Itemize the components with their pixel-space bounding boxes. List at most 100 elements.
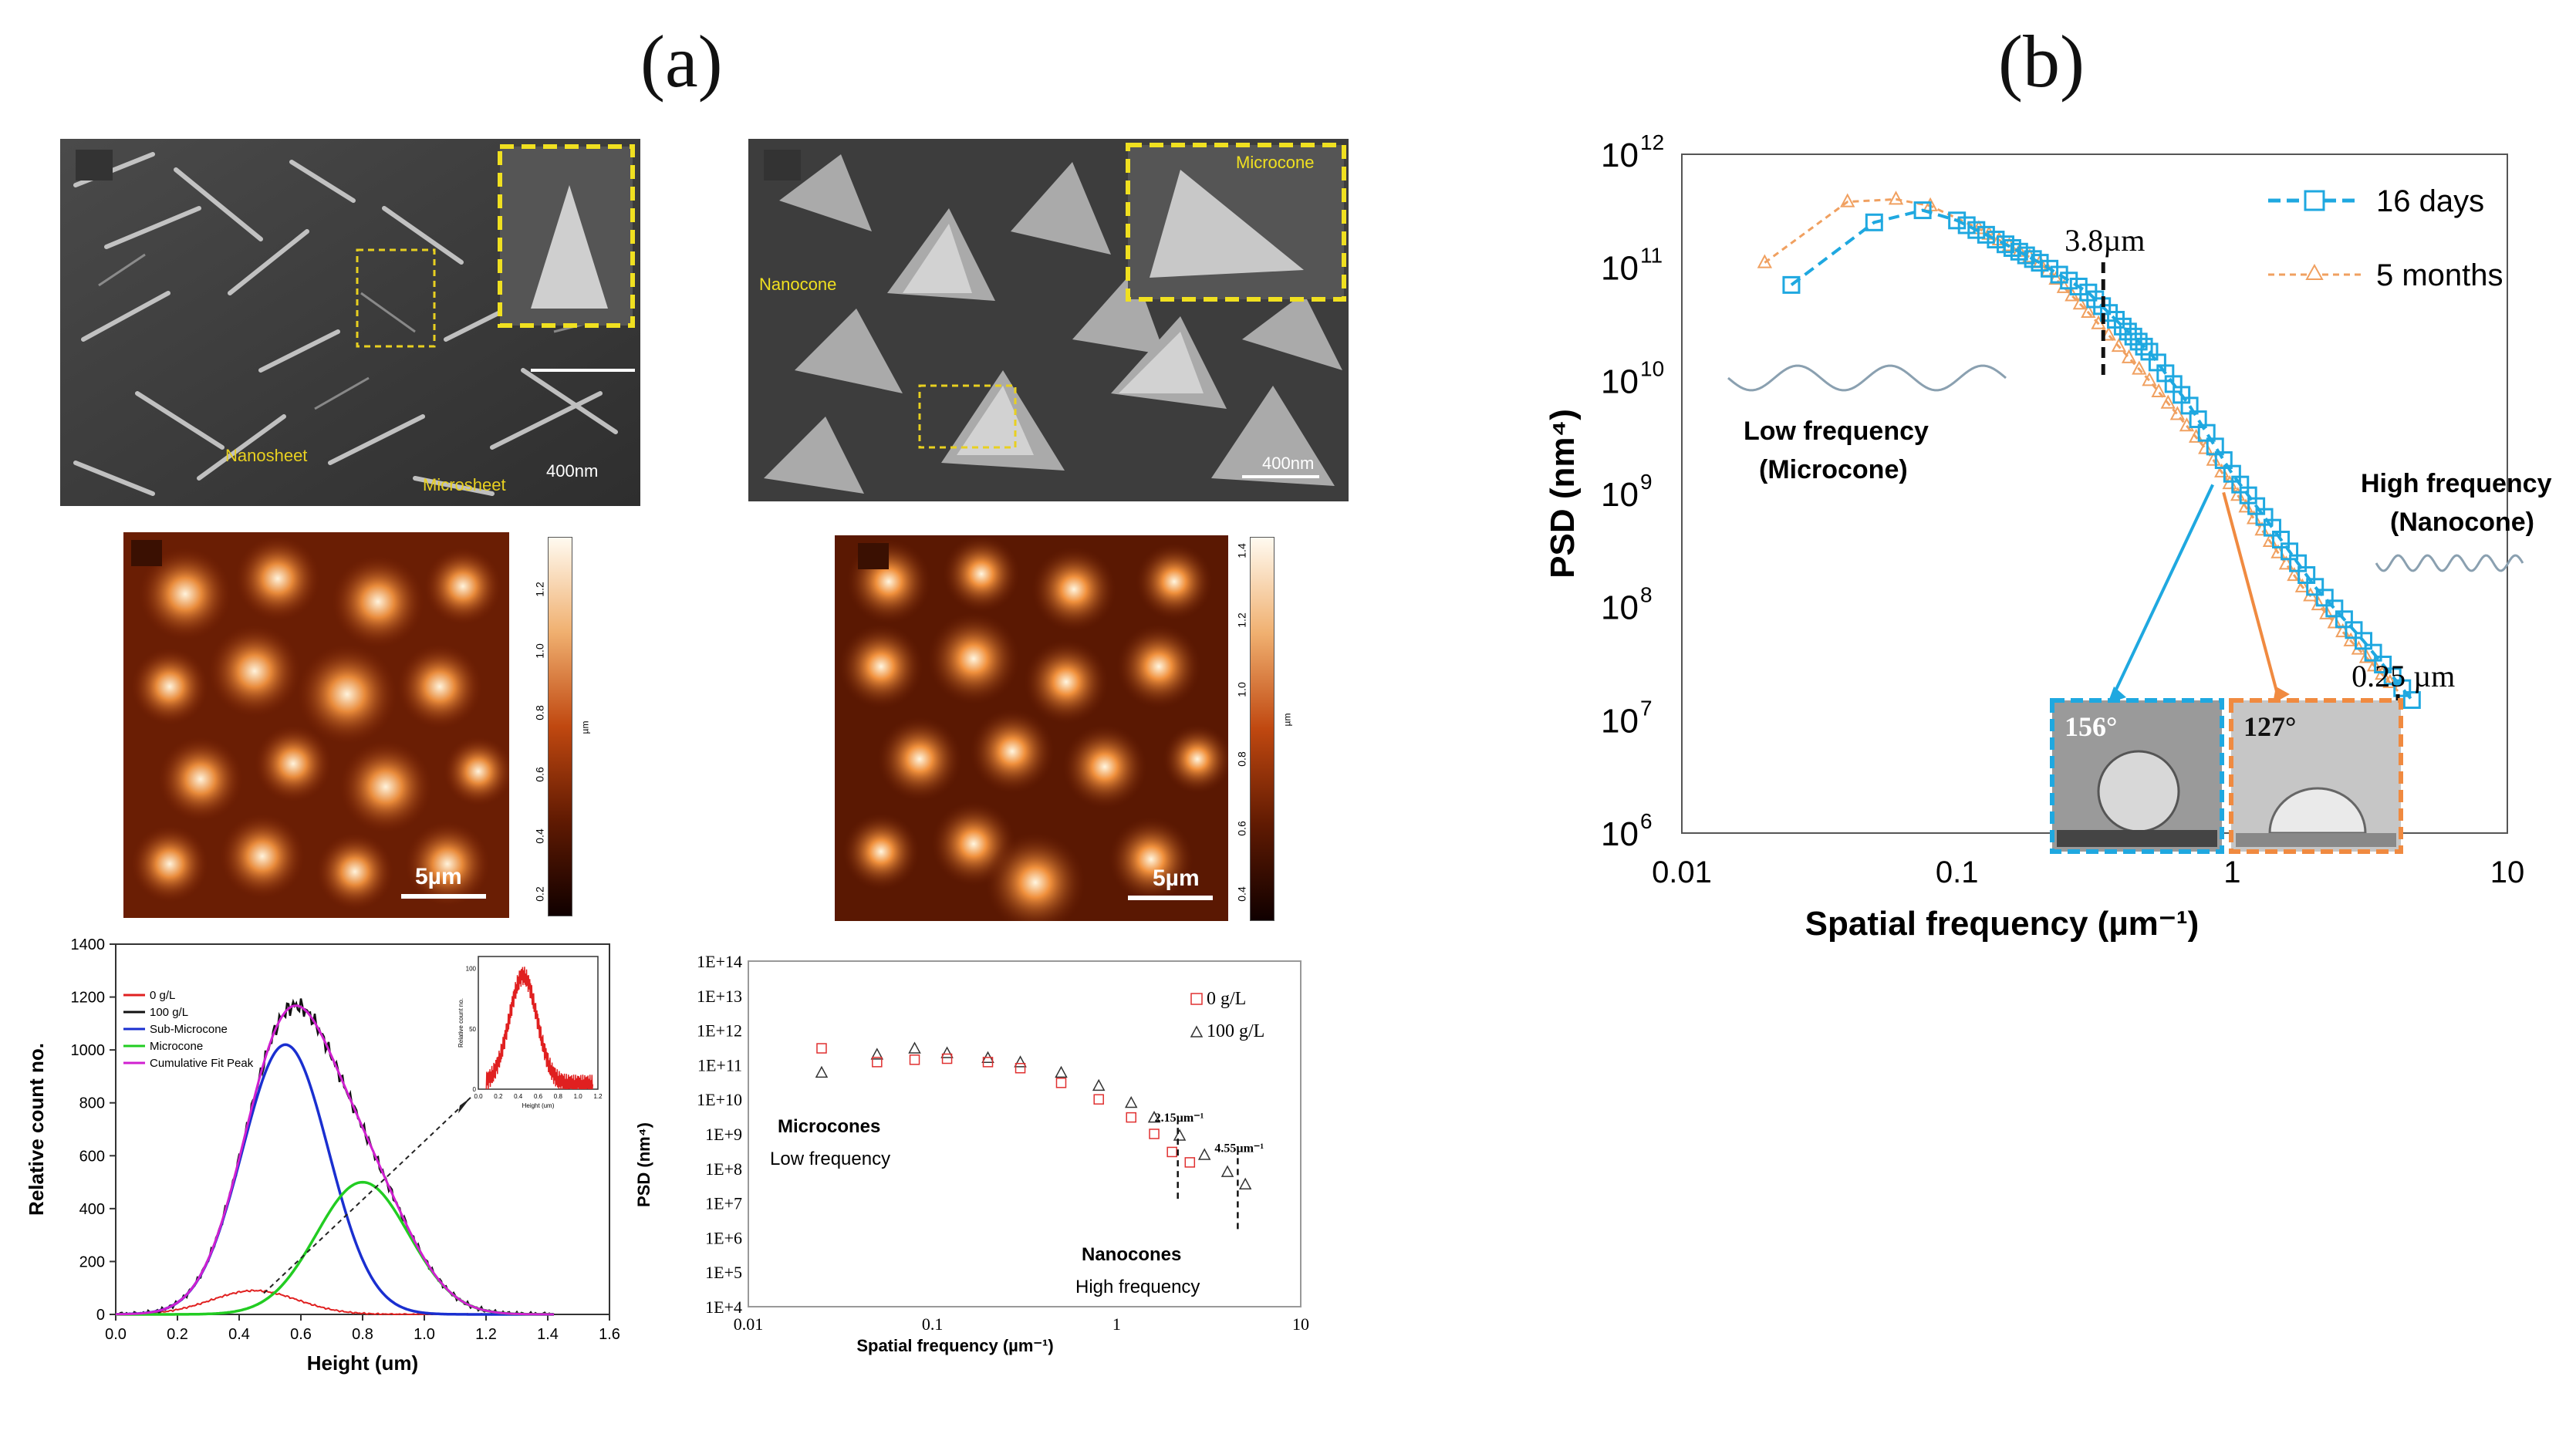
annotation-microcones: Microcones [778, 1116, 880, 1137]
point-16days [2129, 332, 2148, 351]
x-tick-label: 0.01 [734, 1314, 764, 1334]
point-5months [2343, 632, 2358, 646]
point-5months [2121, 349, 2137, 363]
inset-y-tick: 50 [469, 1026, 476, 1033]
y-tick-exponent: 8 [1640, 583, 1653, 607]
afm1-scale-label: 5µm [415, 864, 462, 889]
sem-image-nanosheet: Nanosheet Microsheet 400nm [60, 139, 640, 506]
point-100gl [1220, 1165, 1234, 1177]
inset-x-tick: 0.4 [514, 1093, 523, 1100]
afm2-colorbar [1250, 537, 1274, 921]
point-5months [2081, 303, 2096, 319]
y-tick-label: 1400 [71, 936, 106, 953]
y-tick-label: 1E+11 [697, 1055, 742, 1075]
point-0gl [1126, 1112, 1136, 1123]
series-cumulative-fit-line [116, 1004, 554, 1316]
series-5months-line [1764, 197, 2399, 692]
legend-label: Cumulative Fit Peak [150, 1057, 254, 1070]
point-5months [1840, 193, 1855, 207]
sem2-scale-label: 400nm [1262, 454, 1315, 473]
y-tick-label: 1E+6 [705, 1228, 742, 1247]
y-tick-label: 1E+10 [697, 1090, 742, 1109]
droplet-127-surface [2236, 833, 2396, 847]
legend-label: Microcone [150, 1040, 203, 1053]
point-16days [2041, 259, 2059, 278]
afm-map-2: 5µm [835, 535, 1228, 921]
legend-label: 16 days [2376, 184, 2484, 218]
inset-arrow [263, 1097, 471, 1294]
afm1-colorbar-ticks: 1.2 1.0 0.8 0.6 0.4 0.2 µm [534, 537, 591, 915]
legend-label: 100 g/L [150, 1006, 188, 1019]
y-tick-label: 600 [79, 1148, 105, 1165]
inset-x-tick: 1.2 [593, 1093, 603, 1100]
point-5months [2132, 360, 2147, 375]
point-100gl [1147, 1111, 1161, 1123]
point-16days [2315, 589, 2334, 607]
annotation-low-frequency: Low frequency [770, 1149, 890, 1169]
x-tick-label: 0.1 [922, 1314, 944, 1334]
cutoff-label-f2: 0.25 µm [2351, 659, 2455, 693]
point-100gl [1173, 1129, 1187, 1141]
point-16days [2393, 679, 2412, 697]
y-tick-base: 10 [1601, 250, 1639, 288]
point-5months [2198, 440, 2213, 454]
y-tick-base: 10 [1601, 815, 1639, 853]
annotation-low-2: (Microcone) [1759, 455, 1908, 484]
sem1-label-nanosheet: Nanosheet [225, 446, 308, 465]
point-16days [1913, 201, 1932, 220]
y-tick-label: 400 [79, 1201, 105, 1218]
point-0gl [1184, 1157, 1196, 1168]
afm1-tick: 0.6 [533, 767, 546, 782]
y-tick-base: 10 [1601, 476, 1639, 514]
series-microcone-line [116, 1180, 554, 1316]
x-tick-label: 1 [2223, 855, 2240, 889]
legend-label: 0 g/L [1207, 989, 1246, 1009]
point-5months [2319, 605, 2335, 619]
y-tick-exponent: 10 [1640, 356, 1664, 380]
point-5months [2111, 338, 2127, 353]
y-tick-label: 1E+7 [705, 1194, 742, 1213]
x-tick-label: 0.6 [290, 1326, 312, 1343]
annotation-high-1: High frequency [2361, 469, 2552, 498]
point-5months [2142, 372, 2157, 386]
arrow-blue [2112, 484, 2214, 695]
x-tick-label: 1 [1112, 1314, 1121, 1334]
y-tick-label: 0 [96, 1307, 105, 1324]
x-tick-label: 1.0 [414, 1326, 435, 1343]
point-100gl [1014, 1055, 1027, 1068]
afm2-tick: 0.8 [1235, 751, 1248, 767]
point-100gl [940, 1046, 954, 1058]
y-tick-base: 10 [1601, 702, 1639, 740]
afm-texture [123, 532, 509, 918]
legend-label: 100 g/L [1207, 1021, 1264, 1041]
legend-label: 5 months [2376, 258, 2503, 292]
point-5months [2358, 649, 2375, 663]
point-16days [2306, 578, 2324, 596]
y-tick-label: 1E+13 [697, 987, 742, 1006]
point-16days [2383, 667, 2402, 686]
point-16days [2060, 272, 2078, 290]
x-tick-label: 10 [2490, 855, 2525, 889]
point-16days [2124, 327, 2142, 346]
y-tick-label: 1E+14 [697, 952, 742, 971]
point-100gl [815, 1065, 829, 1078]
point-0gl [816, 1043, 827, 1054]
sem2-label-microcone: Microcone [1236, 153, 1315, 172]
y-axis-label: PSD (nm⁴) [1544, 409, 1582, 579]
plot-frame [748, 960, 1302, 1307]
x-tick-label: 0.1 [1936, 855, 1979, 889]
y-tick-label: 1E+12 [697, 1021, 742, 1041]
annotation-nanocones: Nanocones [1082, 1244, 1181, 1265]
y-tick-base: 10 [1601, 589, 1639, 627]
point-100gl [1197, 1148, 1211, 1160]
inset-x-tick: 1.0 [574, 1093, 583, 1100]
afm-map-1: 5µm [123, 532, 509, 918]
y-tick-base: 10 [1601, 137, 1639, 174]
sem2-label-nanocone: Nanocone [759, 275, 837, 294]
x-tick-label: 0.4 [228, 1326, 250, 1343]
point-5months [1991, 231, 2007, 246]
legend-swatch-100gl [1190, 1025, 1204, 1037]
legend-marker-16days [2304, 190, 2325, 211]
point-16days [2069, 277, 2088, 295]
